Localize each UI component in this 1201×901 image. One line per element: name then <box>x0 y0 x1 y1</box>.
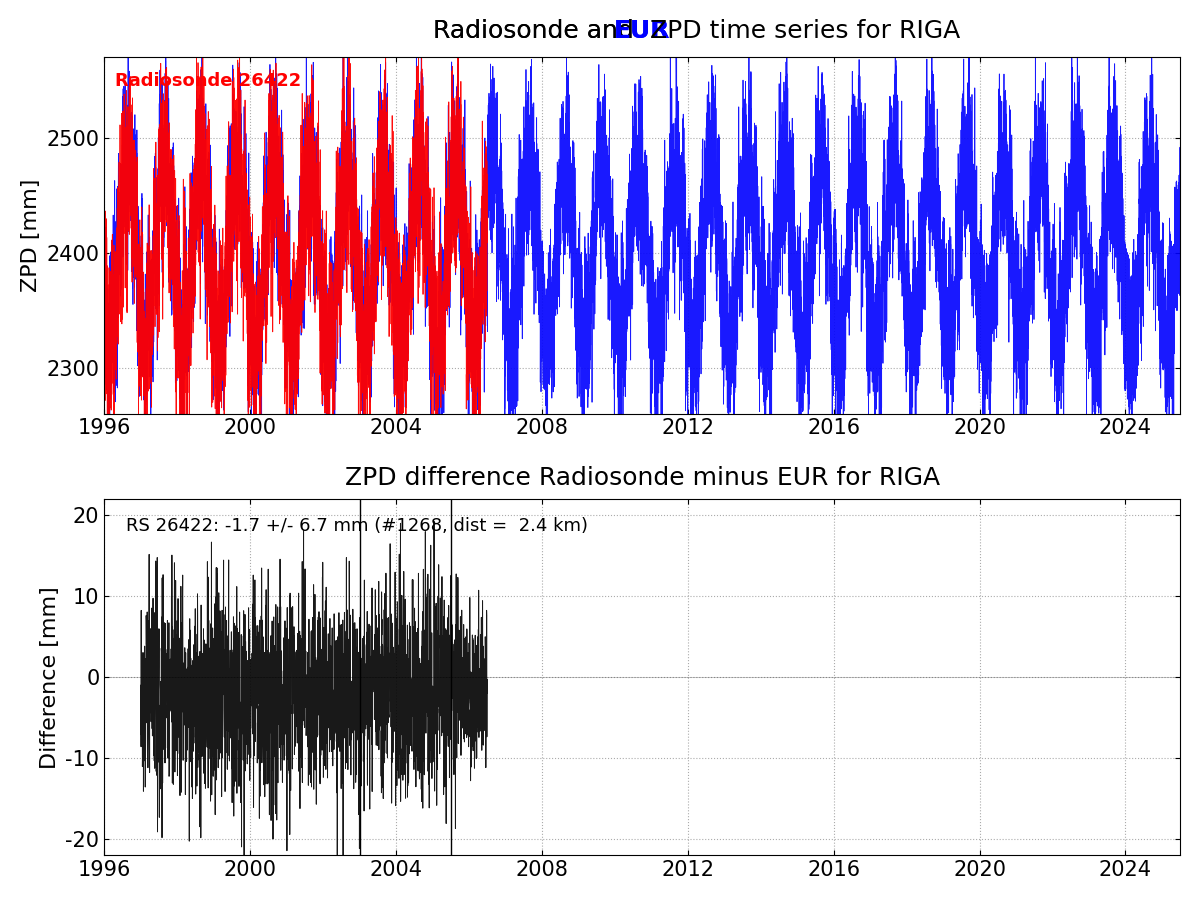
Y-axis label: ZPD [mm]: ZPD [mm] <box>20 178 41 292</box>
Text: RS 26422: -1.7 +/- 6.7 mm (#1268, dist =  2.4 km): RS 26422: -1.7 +/- 6.7 mm (#1268, dist =… <box>126 517 587 535</box>
Text: ZPD time series for RIGA: ZPD time series for RIGA <box>643 19 961 43</box>
Text: Radiosonde and: Radiosonde and <box>434 19 643 43</box>
Text: Radiosonde and: Radiosonde and <box>434 19 643 43</box>
Text: Radiosonde 26422: Radiosonde 26422 <box>115 72 301 90</box>
Title: ZPD difference Radiosonde minus EUR for RIGA: ZPD difference Radiosonde minus EUR for … <box>345 466 939 490</box>
Text: EUR: EUR <box>614 19 670 43</box>
Text: EUR: EUR <box>614 19 670 43</box>
Y-axis label: Difference [mm]: Difference [mm] <box>40 586 60 769</box>
